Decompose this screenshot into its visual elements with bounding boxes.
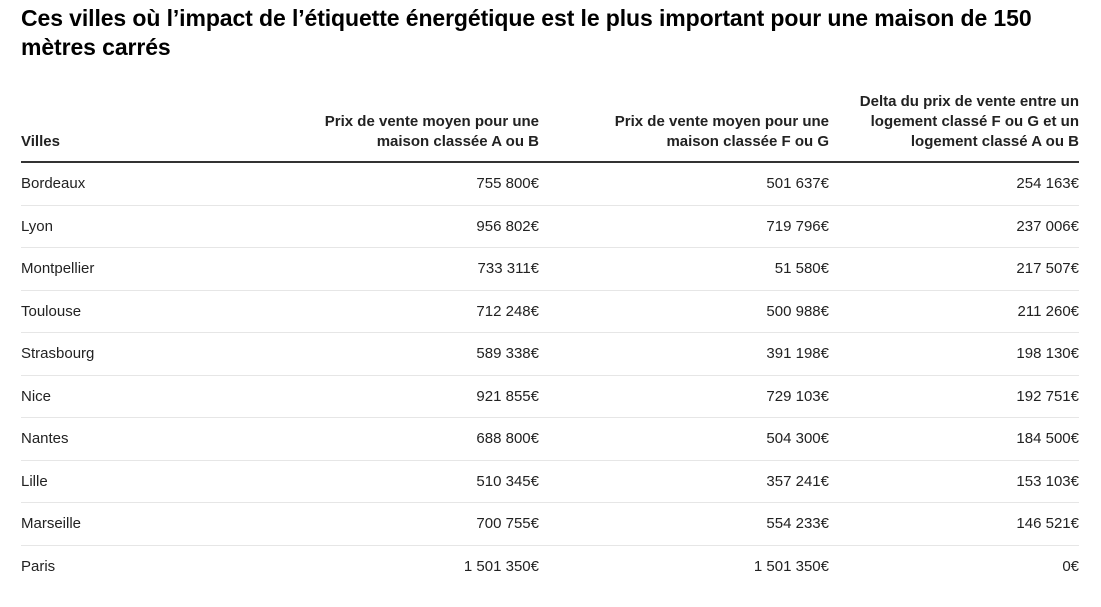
- city-cell: Lyon: [21, 205, 251, 248]
- price-fg-cell: 554 233€: [539, 502, 829, 546]
- table-row: Nice 921 855€ 729 103€ 192 751€: [21, 375, 1079, 418]
- price-ab-cell: 956 802€: [251, 205, 539, 248]
- delta-cell: 217 507€: [829, 247, 1079, 291]
- price-fg-cell: 357 241€: [539, 460, 829, 503]
- table-header-row: Villes Prix de vente moyen pour une mais…: [21, 92, 1079, 163]
- column-header-price-fg: Prix de vente moyen pour une maison clas…: [539, 92, 829, 163]
- delta-cell: 153 103€: [829, 460, 1079, 503]
- city-cell: Strasbourg: [21, 332, 251, 376]
- table-row: Nantes 688 800€ 504 300€ 184 500€: [21, 417, 1079, 461]
- city-cell: Lille: [21, 460, 251, 503]
- table-row: Bordeaux 755 800€ 501 637€ 254 163€: [21, 162, 1079, 206]
- table-row: Lyon 956 802€ 719 796€ 237 006€: [21, 205, 1079, 248]
- table-body: Bordeaux 755 800€ 501 637€ 254 163€ Lyon 956 …: [21, 162, 1079, 587]
- city-cell: Nantes: [21, 417, 251, 461]
- table-row: Paris 1 501 350€ 1 501 350€ 0€: [21, 545, 1079, 587]
- city-cell: Toulouse: [21, 290, 251, 333]
- delta-cell: 254 163€: [829, 162, 1079, 206]
- price-ab-cell: 921 855€: [251, 375, 539, 418]
- city-cell: Paris: [21, 557, 56, 575]
- column-header-price-ab: Prix de vente moyen pour une maison clas…: [251, 92, 539, 163]
- price-fg-cell: 729 103€: [539, 375, 829, 418]
- delta-cell: 0€: [1062, 557, 1079, 575]
- table-row: Montpellier 733 311€ 51 580€ 217 507€: [21, 247, 1079, 291]
- price-fg-cell: 500 988€: [539, 290, 829, 333]
- price-ab-cell: 510 345€: [251, 460, 539, 503]
- price-ab-cell: 589 338€: [251, 332, 539, 376]
- delta-cell: 198 130€: [829, 332, 1079, 376]
- price-ab-cell: 1 501 350€: [463, 557, 539, 575]
- price-fg-cell: 501 637€: [539, 162, 829, 206]
- delta-cell: 184 500€: [829, 417, 1079, 461]
- price-fg-cell: 719 796€: [539, 205, 829, 248]
- price-ab-cell: 700 755€: [251, 502, 539, 546]
- city-cell: Marseille: [21, 502, 251, 546]
- table-row: Marseille 700 755€ 554 233€ 146 521€: [21, 502, 1079, 546]
- delta-cell: 237 006€: [829, 205, 1079, 248]
- price-ab-cell: 755 800€: [251, 162, 539, 206]
- city-cell: Bordeaux: [21, 162, 251, 206]
- price-fg-cell: 504 300€: [539, 417, 829, 461]
- city-cell: Nice: [21, 375, 251, 418]
- column-header-villes: Villes: [21, 92, 251, 163]
- price-ab-cell: 688 800€: [251, 417, 539, 461]
- column-header-delta: Delta du prix de vente entre un logement…: [829, 92, 1079, 163]
- price-ab-cell: 733 311€: [251, 247, 539, 291]
- chart-title: Ces villes où l’impact de l’étiquette én…: [21, 5, 1032, 60]
- price-fg-cell: 1 501 350€: [753, 557, 829, 575]
- city-cell: Montpellier: [21, 247, 251, 291]
- delta-cell: 146 521€: [829, 502, 1079, 546]
- table-row: Toulouse 712 248€ 500 988€ 211 260€: [21, 290, 1079, 333]
- price-fg-cell: 391 198€: [539, 332, 829, 376]
- table-row: Strasbourg 589 338€ 391 198€ 198 130€: [21, 332, 1079, 376]
- table-row: Lille 510 345€ 357 241€ 153 103€: [21, 460, 1079, 503]
- data-table: Villes Prix de vente moyen pour une mais…: [21, 92, 1079, 587]
- delta-cell: 211 260€: [829, 290, 1079, 333]
- price-ab-cell: 712 248€: [251, 290, 539, 333]
- chart-container: Ces villes où l’impact de l’étiquette én…: [21, 0, 1079, 575]
- price-fg-cell: 51 580€: [539, 247, 829, 291]
- delta-cell: 192 751€: [829, 375, 1079, 418]
